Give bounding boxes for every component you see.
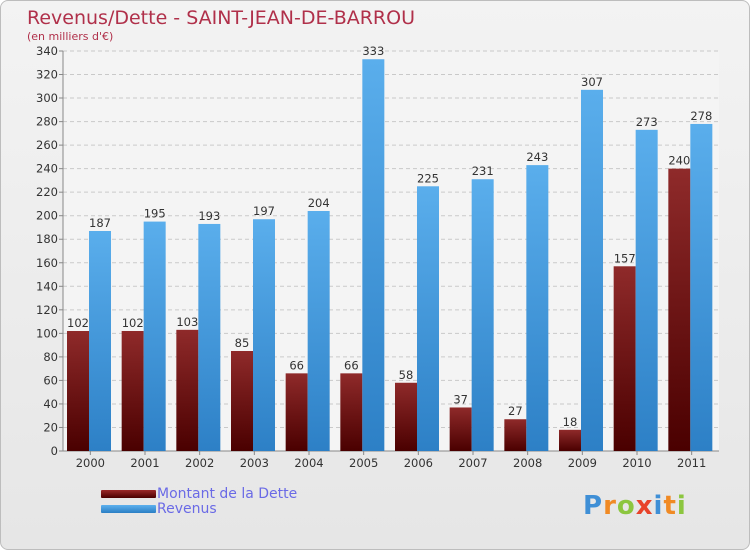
- bar-dette: [121, 331, 144, 451]
- x-tick-label: 2010: [622, 456, 651, 470]
- bar-revenus: [526, 165, 549, 451]
- data-label-dette: 18: [563, 415, 578, 429]
- y-tick-label: 280: [36, 115, 58, 129]
- logo-letter: o: [616, 491, 636, 521]
- data-label-revenus: 231: [472, 164, 494, 178]
- y-tick-label: 300: [36, 91, 58, 105]
- data-label-revenus: 204: [308, 196, 330, 210]
- x-tick-label: 2004: [294, 456, 323, 470]
- y-tick-label: 160: [36, 256, 58, 270]
- logo-letter: x: [635, 491, 654, 521]
- bar-dette: [176, 329, 199, 451]
- data-label-revenus: 278: [690, 109, 712, 123]
- data-label-dette: 66: [344, 358, 359, 372]
- y-tick-label: 260: [36, 138, 58, 152]
- data-label-revenus: 197: [253, 204, 275, 218]
- bar-dette: [668, 168, 691, 451]
- y-tick-label: 340: [36, 44, 58, 58]
- bar-revenus: [690, 123, 713, 452]
- bar-revenus: [581, 89, 603, 451]
- data-label-dette: 102: [67, 316, 89, 330]
- x-tick-label: 2008: [513, 456, 542, 470]
- proxiti-logo: Proxiti: [583, 491, 693, 525]
- y-tick-label: 140: [36, 279, 58, 293]
- data-label-dette: 58: [399, 368, 414, 382]
- data-label-dette: 85: [235, 336, 250, 350]
- data-label-dette: 37: [453, 392, 468, 406]
- bar-dette: [504, 419, 527, 451]
- x-tick-label: 2005: [349, 456, 378, 470]
- legend-label-dette: Montant de la Dette: [157, 486, 298, 502]
- chart-subtitle: (en milliers d'€): [27, 30, 114, 43]
- bar-revenus: [89, 231, 111, 451]
- data-label-revenus: 243: [526, 150, 548, 164]
- chart-legend: Montant de la Dette Revenus: [101, 486, 361, 520]
- data-label-revenus: 193: [198, 209, 220, 223]
- chart-title: Revenus/Dette - SAINT-JEAN-DE-BARROU: [27, 7, 415, 29]
- data-label-revenus: 273: [636, 115, 658, 129]
- x-tick-label: 2001: [130, 456, 159, 470]
- data-label-dette: 103: [176, 315, 198, 329]
- logo-letter: r: [603, 491, 617, 521]
- x-tick-label: 2000: [76, 456, 105, 470]
- data-label-dette: 102: [122, 316, 144, 330]
- data-label-revenus: 307: [581, 75, 603, 89]
- plot-area: [63, 51, 719, 451]
- bar-dette: [340, 373, 363, 451]
- logo-letter: t: [663, 491, 677, 521]
- bar-revenus: [253, 219, 275, 451]
- y-tick-label: 320: [36, 68, 58, 82]
- logo-letter: i: [676, 491, 687, 521]
- bar-revenus: [471, 179, 494, 451]
- y-tick-label: 220: [36, 185, 58, 199]
- y-tick-label: 0: [51, 444, 58, 458]
- data-label-revenus: 195: [144, 207, 166, 221]
- x-tick-label: 2011: [677, 456, 706, 470]
- y-tick-label: 20: [43, 420, 58, 434]
- y-tick-label: 100: [36, 326, 58, 340]
- data-label-revenus: 333: [362, 44, 384, 58]
- x-tick-label: 2003: [240, 456, 269, 470]
- bar-revenus: [307, 211, 330, 451]
- y-tick-label: 60: [43, 373, 58, 387]
- bar-dette: [67, 331, 89, 451]
- bar-dette: [559, 429, 581, 451]
- bar-dette: [231, 351, 253, 451]
- x-tick-label: 2006: [404, 456, 433, 470]
- bar-dette: [449, 407, 472, 451]
- bar-revenus: [362, 59, 385, 452]
- logo-letter: i: [653, 491, 664, 521]
- bar-dette: [395, 382, 417, 451]
- legend-swatch-revenus: [101, 505, 156, 513]
- bar-revenus: [635, 129, 658, 451]
- x-tick-label: 2009: [568, 456, 597, 470]
- logo-letter: P: [583, 491, 604, 521]
- y-tick-label: 200: [36, 209, 58, 223]
- data-label-dette: 240: [668, 154, 690, 168]
- data-label-dette: 157: [614, 251, 636, 265]
- bar-revenus: [198, 223, 221, 451]
- y-tick-label: 180: [36, 232, 58, 246]
- data-label-revenus: 225: [417, 171, 439, 185]
- data-label-dette: 66: [289, 358, 304, 372]
- data-label-revenus: 187: [89, 216, 111, 230]
- x-tick-label: 2002: [185, 456, 214, 470]
- bar-revenus: [417, 186, 439, 451]
- bar-dette: [285, 373, 308, 451]
- y-tick-label: 40: [43, 397, 58, 411]
- y-tick-label: 80: [43, 350, 58, 364]
- x-tick-label: 2007: [458, 456, 487, 470]
- bar-dette: [613, 266, 636, 451]
- legend-swatch-dette: [101, 490, 156, 498]
- legend-label-revenus: Revenus: [157, 501, 217, 517]
- bar-revenus: [143, 221, 166, 451]
- y-tick-label: 240: [36, 162, 58, 176]
- y-tick-label: 120: [36, 303, 58, 317]
- data-label-dette: 27: [508, 404, 523, 418]
